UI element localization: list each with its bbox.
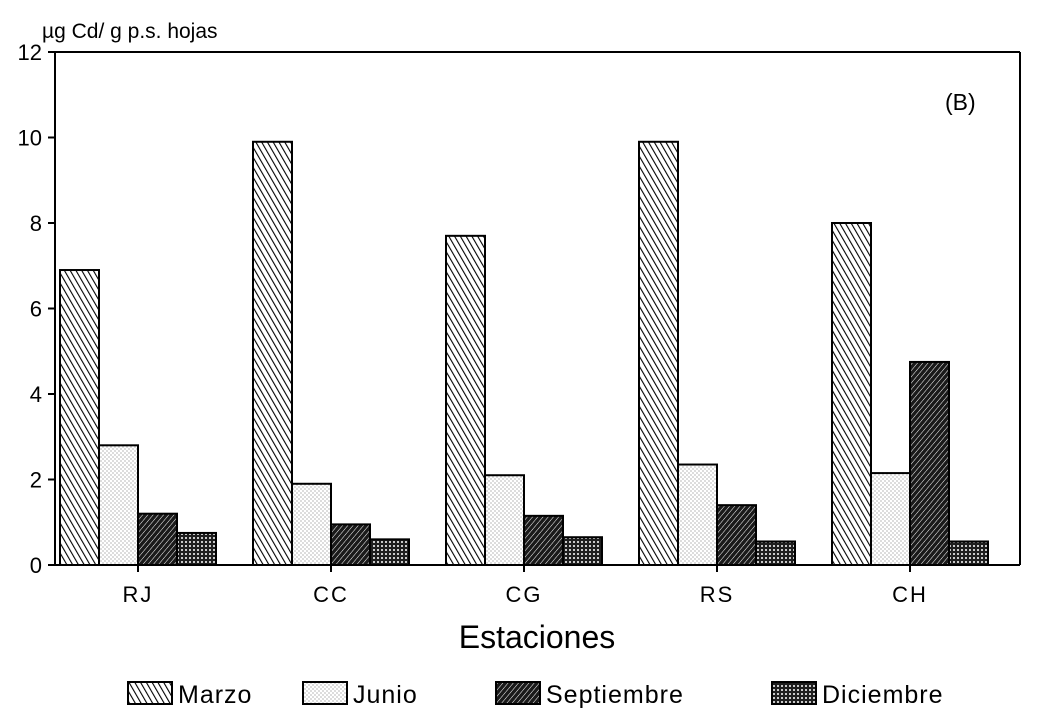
- y-axis-label: µg Cd/ g p.s. hojas: [42, 20, 218, 43]
- bar-groups: [59, 140, 989, 567]
- bar-group-rs: [638, 140, 796, 567]
- bar-group-ch: [831, 222, 989, 566]
- y-tick-label: 12: [18, 40, 42, 65]
- panel-annotation: (B): [945, 89, 976, 115]
- bar-septiembre-rs: [716, 504, 757, 566]
- bar-junio-rs: [677, 463, 718, 567]
- legend: Marzo Junio Septiembre Diciembre: [127, 681, 944, 709]
- bar-marzo-cg: [445, 234, 486, 566]
- bar-diciembre-rj: [176, 531, 217, 566]
- x-axis-label: Estaciones: [459, 619, 616, 655]
- legend-swatch: [771, 681, 817, 705]
- bar-septiembre-cc: [330, 523, 371, 567]
- bar-group-cc: [252, 140, 410, 567]
- bar-junio-cg: [484, 474, 525, 567]
- legend-item-diciembre: Diciembre: [771, 681, 944, 709]
- y-tick-label: 6: [30, 297, 42, 322]
- legend-item-marzo: Marzo: [127, 681, 252, 709]
- bar-group-cg: [445, 234, 603, 567]
- y-axis-ticks: 0 2 4 6 8 10 12: [18, 40, 55, 578]
- bar-junio-cc: [291, 482, 332, 566]
- bar-group-rj: [59, 269, 217, 567]
- y-tick-label: 2: [30, 468, 42, 493]
- legend-label: Septiembre: [546, 681, 684, 709]
- bar-diciembre-cg: [562, 536, 603, 567]
- bar-septiembre-ch: [909, 360, 950, 566]
- legend-swatch: [495, 681, 541, 705]
- y-tick-label: 10: [18, 126, 42, 151]
- x-tick-label: CH: [892, 582, 928, 607]
- bar-junio-rj: [98, 444, 139, 566]
- bar-septiembre-rj: [137, 512, 178, 567]
- legend-item-septiembre: Septiembre: [495, 681, 684, 709]
- bar-diciembre-cc: [369, 538, 410, 566]
- bar-diciembre-rs: [755, 540, 796, 566]
- legend-label: Junio: [353, 681, 418, 709]
- x-tick-label: CC: [313, 582, 349, 607]
- bar-marzo-rj: [59, 269, 100, 566]
- x-tick-label: RJ: [123, 582, 154, 607]
- legend-swatch: [127, 681, 173, 705]
- bar-marzo-rs: [638, 140, 679, 566]
- bar-marzo-ch: [831, 222, 872, 566]
- y-tick-label: 0: [30, 553, 42, 578]
- legend-item-junio: Junio: [302, 681, 418, 709]
- bar-marzo-cc: [252, 140, 293, 566]
- bar-junio-ch: [870, 472, 911, 566]
- bar-diciembre-ch: [948, 540, 989, 566]
- x-tick-label: CG: [506, 582, 543, 607]
- legend-swatch: [302, 681, 348, 705]
- legend-label: Marzo: [178, 681, 252, 709]
- legend-label: Diciembre: [822, 681, 944, 709]
- x-axis-categories: RJ CC CG RS CH: [123, 565, 928, 607]
- y-tick-label: 8: [30, 211, 42, 236]
- bar-septiembre-cg: [523, 514, 564, 567]
- x-tick-label: RS: [700, 582, 735, 607]
- y-tick-label: 4: [30, 382, 42, 407]
